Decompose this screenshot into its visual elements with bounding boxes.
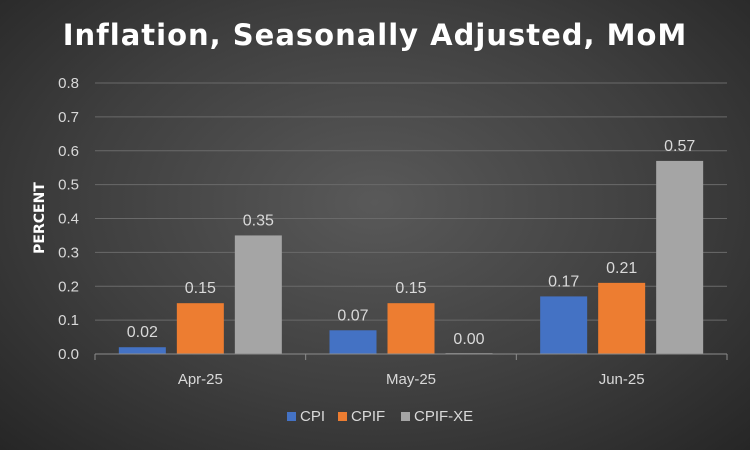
bar-cpif-xe-jun-25 [656, 160, 704, 354]
bar-cpif-xe-apr-25 [234, 235, 282, 354]
y-axis-label: PERCENT [32, 182, 48, 254]
legend-label-cpif: CPIF [351, 408, 385, 425]
data-label: 0.15 [395, 280, 426, 297]
x-category-label: May-25 [386, 371, 436, 388]
bar-cpi-may-25 [329, 330, 377, 354]
data-label: 0.07 [337, 307, 368, 324]
y-tick-label: 0.4 [58, 211, 79, 228]
x-category-label: Jun-25 [599, 371, 645, 388]
data-label: 0.21 [606, 260, 637, 277]
y-tick-label: 0.5 [58, 177, 79, 194]
y-tick-label: 0.7 [58, 109, 79, 126]
bar-cpi-jun-25 [540, 296, 588, 354]
legend-swatch-cpif-xe [401, 412, 410, 421]
bars [118, 160, 704, 354]
data-label: 0.15 [185, 280, 216, 297]
bar-cpif-apr-25 [176, 303, 224, 354]
axes: 0.0 0.1 0.2 0.3 0.4 0.5 0.6 0.7 0.8 Apr-25 May-25 J… [58, 75, 728, 388]
legend: CPI CPIF CPIF-XE [287, 408, 473, 425]
bar-cpif-jun-25 [598, 282, 646, 354]
chart-title: Inflation, Seasonally Adjusted, MoM [62, 18, 688, 52]
data-label: 0.17 [548, 273, 579, 290]
y-tick-label: 0.1 [58, 312, 79, 329]
y-tick-label: 0.2 [58, 278, 79, 295]
data-label: 0.57 [664, 138, 695, 155]
legend-label-cpif-xe: CPIF-XE [414, 408, 473, 425]
y-tick-label: 0.3 [58, 244, 79, 261]
data-label: 0.00 [453, 331, 484, 348]
y-tick-label: 0.6 [58, 143, 79, 160]
bar-cpif-may-25 [387, 303, 435, 354]
data-labels: 0.02 0.07 0.17 0.15 0.15 0.21 0.35 0.00 0.57 [127, 138, 696, 348]
data-label: 0.35 [243, 212, 274, 229]
data-label: 0.02 [127, 324, 158, 341]
y-tick-label: 0.0 [58, 346, 79, 363]
bar-cpi-apr-25 [118, 347, 166, 354]
x-category-label: Apr-25 [178, 371, 223, 388]
legend-label-cpi: CPI [300, 408, 325, 425]
legend-swatch-cpi [287, 412, 296, 421]
y-tick-label: 0.8 [58, 75, 79, 92]
legend-swatch-cpif [338, 412, 347, 421]
